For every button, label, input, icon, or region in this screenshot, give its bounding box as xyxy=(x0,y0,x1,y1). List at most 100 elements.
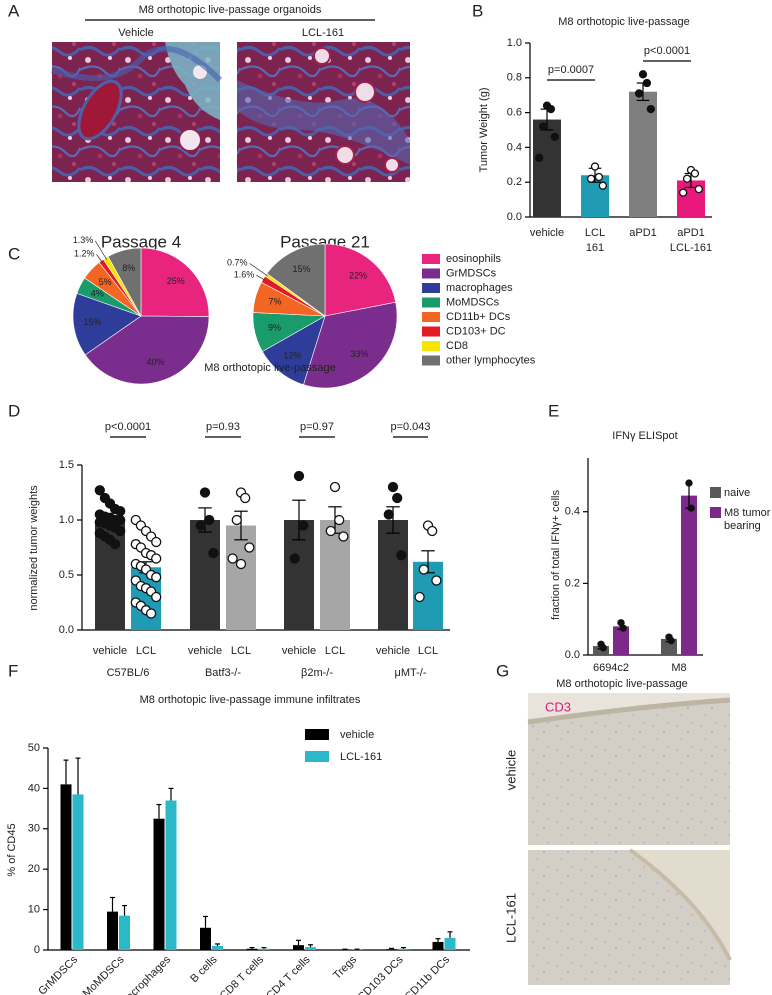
bar xyxy=(681,495,697,655)
bar xyxy=(153,818,165,950)
x-tick-label: CD8 T cells xyxy=(218,953,267,995)
data-point xyxy=(682,174,692,183)
bar xyxy=(378,520,408,630)
panel-label: A xyxy=(8,1,20,20)
data-point xyxy=(638,70,648,79)
y-tick-label: 0.2 xyxy=(565,577,580,589)
y-tick-label: 0.5 xyxy=(59,569,74,581)
pie-value-label: 15% xyxy=(83,317,101,327)
tissue-feature xyxy=(77,79,123,141)
pie-value-label: 9% xyxy=(268,322,281,332)
data-point xyxy=(667,637,675,645)
y-tick-label: 0.0 xyxy=(507,211,522,223)
x-tick-label: CD103 DCs xyxy=(356,953,406,995)
legend-label: M8 tumor bearing xyxy=(724,507,772,532)
histology-image xyxy=(51,42,223,182)
y-tick-label: 0.8 xyxy=(507,72,522,84)
panel-label: E xyxy=(548,401,559,420)
leader-line xyxy=(94,240,108,260)
x-tick-label: GrMDSCs xyxy=(36,953,80,995)
x-tick-label: MoMDSCs xyxy=(81,953,127,995)
data-point xyxy=(679,188,688,197)
y-tick-label: 1.0 xyxy=(59,514,74,526)
y-tick-label: 0.4 xyxy=(565,506,580,518)
data-point xyxy=(334,514,345,526)
background xyxy=(630,850,730,960)
data-point xyxy=(634,89,644,98)
data-point xyxy=(298,520,309,531)
x-tick-label: LCL xyxy=(136,645,156,657)
y-tick-label: 50 xyxy=(28,742,40,754)
x-tick-label: M8 xyxy=(671,662,686,674)
y-tick-label: 0.0 xyxy=(565,649,580,661)
data-point xyxy=(383,509,394,520)
data-point xyxy=(546,104,556,114)
legend-label: CD11b+ DCs xyxy=(446,311,511,323)
data-point xyxy=(115,506,126,517)
panel-title: M8 orthotopic live-passage organoids xyxy=(139,4,322,16)
stain-label: CD3 xyxy=(545,699,571,714)
y-tick-label: 30 xyxy=(28,823,40,835)
annotation: p<0.0001 xyxy=(105,421,151,433)
ihc-image xyxy=(527,693,731,845)
y-axis-label: Tumor Weight (g) xyxy=(478,88,490,173)
legend-label: CD103+ DC xyxy=(446,325,506,337)
data-point xyxy=(199,487,211,498)
pie-value-label: 1.3% xyxy=(73,235,94,245)
data-point xyxy=(687,504,695,512)
leader-line xyxy=(96,254,103,263)
annotation: p=0.97 xyxy=(300,421,334,433)
y-tick-label: 0.4 xyxy=(507,141,522,153)
bar xyxy=(398,948,409,950)
tissue-feature xyxy=(178,128,202,152)
data-point xyxy=(586,174,596,183)
panel-label: B xyxy=(472,1,483,20)
data-point xyxy=(590,162,600,171)
data-point xyxy=(418,564,429,575)
chart-title: IFNγ ELISpot xyxy=(612,430,677,442)
data-point xyxy=(535,153,544,162)
data-point xyxy=(619,624,627,632)
group-label: μMT-/- xyxy=(395,667,427,679)
pie-slice xyxy=(140,247,210,317)
legend-label: GrMDSCs xyxy=(446,267,497,279)
bar xyxy=(190,520,220,630)
bar xyxy=(200,927,211,950)
legend-swatch xyxy=(422,283,440,293)
data-point xyxy=(642,78,652,88)
data-point xyxy=(204,514,215,526)
pie-slice xyxy=(324,243,397,317)
pie-value-label: 22% xyxy=(349,270,367,280)
tissue-feature xyxy=(165,42,220,120)
legend-label: macrophages xyxy=(446,282,513,294)
panel-title: M8 orthotopic live-passage xyxy=(556,678,687,690)
data-point xyxy=(195,520,206,531)
annotation: p=0.0007 xyxy=(548,64,594,76)
y-tick-label: 20 xyxy=(28,863,40,875)
data-point xyxy=(427,525,438,537)
tissue-feature xyxy=(313,47,331,65)
data-point xyxy=(599,644,607,652)
bar xyxy=(107,911,118,950)
data-point xyxy=(414,591,425,603)
x-tick-label: Macrophages xyxy=(118,953,174,995)
data-point xyxy=(244,542,255,553)
y-tick-label: 0.6 xyxy=(507,107,522,119)
pie-value-label: 1.2% xyxy=(74,249,95,259)
data-point xyxy=(338,531,349,542)
x-tick-label: vehicle xyxy=(376,645,410,657)
bar xyxy=(613,626,629,655)
pie-value-label: 5% xyxy=(99,277,112,287)
data-point xyxy=(598,181,607,190)
x-tick-label: vehicle xyxy=(93,645,127,657)
image-label: Vehicle xyxy=(118,27,153,39)
legend-swatch xyxy=(422,312,440,322)
bar xyxy=(165,800,177,950)
legend-label: CD8 xyxy=(446,340,468,352)
pie-value-label: 40% xyxy=(146,357,164,367)
legend-swatch xyxy=(422,341,440,351)
data-point xyxy=(115,525,126,537)
data-point xyxy=(431,575,442,586)
data-point xyxy=(329,481,341,493)
x-tick-label: LCL xyxy=(231,645,251,657)
